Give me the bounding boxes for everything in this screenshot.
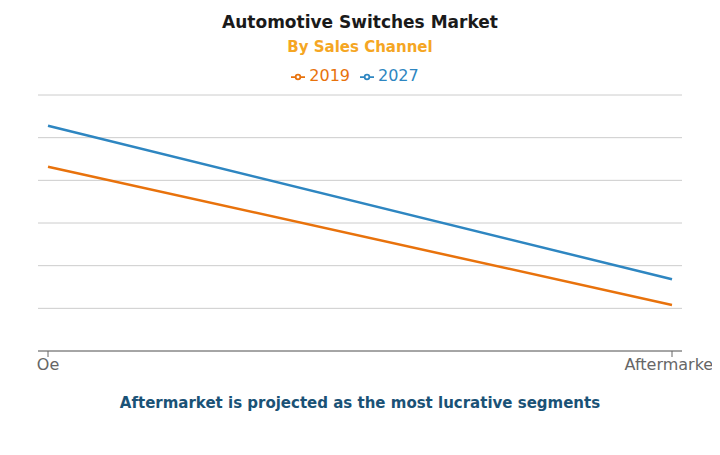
svg-text:Aftermarket: Aftermarket	[625, 355, 712, 374]
html-text:2027: 2027	[378, 66, 419, 85]
svg-text:Oe: Oe	[37, 355, 59, 374]
html-text:By Sales Channel: By Sales Channel	[287, 38, 433, 56]
html-text:Automotive Switches Market: Automotive Switches Market	[222, 12, 498, 32]
html-text:Aftermarket is projected as th: Aftermarket is projected as the most luc…	[119, 394, 601, 412]
html-text:2019: 2019	[309, 66, 350, 85]
